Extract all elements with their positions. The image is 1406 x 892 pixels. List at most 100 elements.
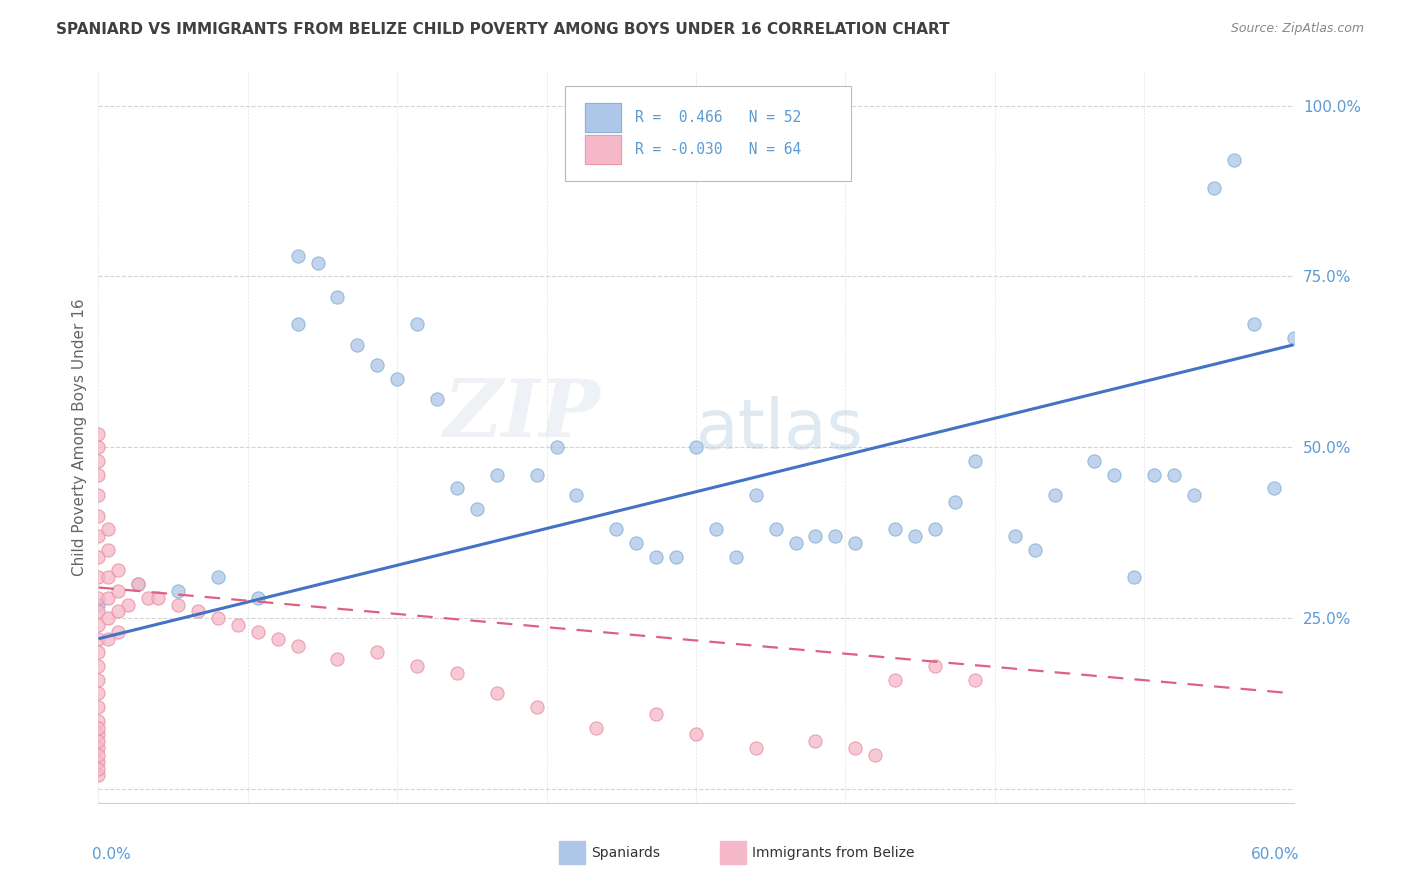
- Text: Source: ZipAtlas.com: Source: ZipAtlas.com: [1230, 22, 1364, 36]
- Point: [97, 570, 120, 584]
- Point: [287, 249, 309, 263]
- Text: SPANIARD VS IMMIGRANTS FROM BELIZE CHILD POVERTY AMONG BOYS UNDER 16 CORRELATION: SPANIARD VS IMMIGRANTS FROM BELIZE CHILD…: [56, 22, 950, 37]
- Point: [546, 440, 568, 454]
- Bar: [558, 841, 585, 864]
- Bar: [585, 135, 620, 164]
- Point: [704, 522, 727, 536]
- Point: [246, 624, 269, 639]
- Text: R = -0.030   N = 64: R = -0.030 N = 64: [636, 142, 801, 157]
- Point: [426, 392, 449, 407]
- Point: [87, 645, 110, 659]
- Point: [87, 768, 110, 782]
- Point: [884, 673, 907, 687]
- Point: [1083, 454, 1105, 468]
- Point: [326, 290, 349, 304]
- Point: [87, 714, 110, 728]
- Point: [844, 741, 866, 756]
- Point: [1104, 467, 1126, 482]
- Point: [117, 598, 139, 612]
- Point: [645, 706, 668, 721]
- Point: [1043, 488, 1066, 502]
- Point: [1223, 153, 1246, 168]
- Point: [745, 741, 768, 756]
- Point: [465, 501, 488, 516]
- Point: [107, 624, 129, 639]
- Point: [765, 522, 787, 536]
- Point: [904, 529, 927, 543]
- Point: [1123, 570, 1146, 584]
- Text: atlas: atlas: [696, 396, 863, 463]
- Point: [307, 256, 329, 270]
- Point: [226, 618, 249, 632]
- Point: [97, 522, 120, 536]
- Bar: [585, 135, 620, 164]
- Point: [1243, 318, 1265, 332]
- Point: [1163, 467, 1185, 482]
- FancyBboxPatch shape: [565, 86, 852, 181]
- Text: ZIP: ZIP: [443, 376, 600, 454]
- Y-axis label: Child Poverty Among Boys Under 16: Child Poverty Among Boys Under 16: [72, 298, 87, 576]
- Point: [406, 318, 429, 332]
- Point: [326, 652, 349, 666]
- Bar: [720, 841, 747, 864]
- Point: [87, 440, 110, 454]
- Point: [107, 583, 129, 598]
- Point: [87, 591, 110, 605]
- Point: [87, 734, 110, 748]
- Point: [207, 611, 229, 625]
- Point: [526, 467, 548, 482]
- Point: [1282, 331, 1305, 345]
- Point: [865, 747, 887, 762]
- Point: [844, 536, 866, 550]
- Point: [1182, 488, 1205, 502]
- Point: [87, 727, 110, 741]
- Point: [87, 598, 110, 612]
- Point: [446, 665, 468, 680]
- Point: [97, 611, 120, 625]
- Point: [526, 700, 548, 714]
- Text: R =  0.466   N = 52: R = 0.466 N = 52: [636, 110, 801, 125]
- Point: [87, 508, 110, 523]
- Point: [87, 529, 110, 543]
- Point: [685, 440, 707, 454]
- Point: [1024, 542, 1046, 557]
- Point: [565, 488, 588, 502]
- Point: [585, 721, 607, 735]
- Point: [385, 372, 409, 386]
- Point: [446, 481, 468, 495]
- Text: 0.0%: 0.0%: [93, 847, 131, 862]
- Point: [785, 536, 807, 550]
- Point: [485, 686, 508, 700]
- Point: [87, 659, 110, 673]
- Point: [97, 632, 120, 646]
- Point: [267, 632, 290, 646]
- Point: [127, 577, 149, 591]
- Point: [924, 522, 946, 536]
- Point: [745, 488, 768, 502]
- Bar: [585, 103, 620, 132]
- Bar: [585, 103, 620, 132]
- Point: [87, 673, 110, 687]
- Point: [87, 762, 110, 776]
- Point: [87, 604, 110, 618]
- Point: [87, 686, 110, 700]
- Point: [97, 542, 120, 557]
- Point: [1004, 529, 1026, 543]
- Point: [107, 563, 129, 577]
- Point: [366, 359, 388, 373]
- Point: [87, 570, 110, 584]
- Point: [963, 673, 986, 687]
- Text: Immigrants from Belize: Immigrants from Belize: [752, 846, 915, 860]
- Point: [97, 591, 120, 605]
- Point: [148, 591, 170, 605]
- Point: [804, 734, 827, 748]
- Point: [804, 529, 827, 543]
- Point: [187, 604, 209, 618]
- Point: [87, 721, 110, 735]
- Point: [963, 454, 986, 468]
- Point: [167, 598, 190, 612]
- Point: [207, 570, 229, 584]
- Point: [167, 583, 190, 598]
- Point: [346, 338, 368, 352]
- Point: [1202, 180, 1225, 194]
